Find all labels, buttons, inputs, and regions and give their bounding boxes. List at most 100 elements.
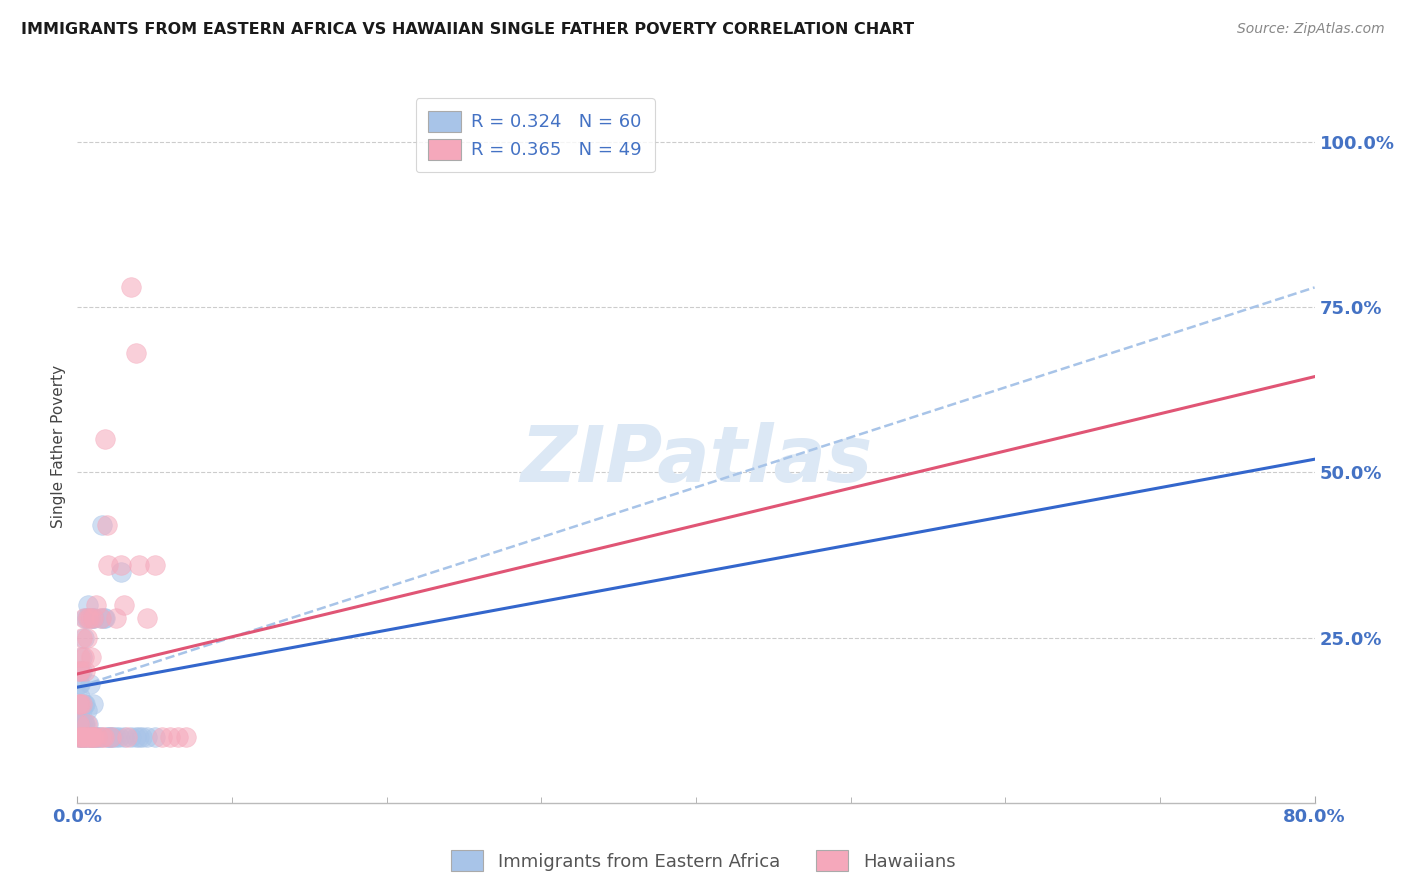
- Point: [67, 716, 90, 731]
- Point: [70, 631, 93, 645]
- Point: [110, 565, 132, 579]
- Point: [93, 730, 115, 744]
- Point: [97, 558, 120, 572]
- Point: [125, 730, 148, 744]
- Point: [128, 730, 150, 744]
- Text: IMMIGRANTS FROM EASTERN AFRICA VS HAWAIIAN SINGLE FATHER POVERTY CORRELATION CHA: IMMIGRANTS FROM EASTERN AFRICA VS HAWAII…: [21, 22, 914, 37]
- Y-axis label: Single Father Poverty: Single Father Poverty: [51, 365, 66, 527]
- Point: [128, 558, 150, 572]
- Point: [121, 280, 143, 294]
- Point: [75, 716, 96, 731]
- Point: [79, 677, 101, 691]
- Point: [82, 611, 104, 625]
- Point: [86, 730, 108, 744]
- Point: [105, 611, 127, 625]
- Point: [105, 730, 127, 744]
- Point: [70, 716, 93, 731]
- Point: [80, 730, 103, 744]
- Point: [136, 730, 159, 744]
- Text: Source: ZipAtlas.com: Source: ZipAtlas.com: [1237, 22, 1385, 37]
- Point: [75, 730, 96, 744]
- Point: [75, 664, 96, 678]
- Point: [77, 598, 100, 612]
- Point: [75, 611, 96, 625]
- Point: [94, 611, 117, 625]
- Point: [82, 730, 104, 744]
- Point: [82, 730, 104, 744]
- Point: [76, 611, 98, 625]
- Point: [110, 558, 132, 572]
- Point: [72, 650, 94, 665]
- Point: [69, 730, 91, 744]
- Legend: R = 0.324   N = 60, R = 0.365   N = 49: R = 0.324 N = 60, R = 0.365 N = 49: [416, 98, 655, 172]
- Point: [67, 697, 90, 711]
- Point: [84, 730, 107, 744]
- Point: [143, 558, 166, 572]
- Point: [76, 716, 98, 731]
- Point: [70, 730, 93, 744]
- Point: [79, 611, 101, 625]
- Point: [97, 730, 120, 744]
- Point: [112, 598, 135, 612]
- Point: [159, 730, 181, 744]
- Point: [87, 730, 110, 744]
- Point: [96, 518, 118, 533]
- Point: [174, 730, 197, 744]
- Point: [70, 664, 93, 678]
- Point: [69, 716, 91, 731]
- Point: [70, 730, 93, 744]
- Point: [70, 650, 93, 665]
- Point: [69, 690, 91, 704]
- Point: [121, 730, 143, 744]
- Point: [84, 598, 107, 612]
- Point: [90, 611, 111, 625]
- Point: [143, 730, 166, 744]
- Point: [76, 703, 98, 717]
- Point: [70, 697, 93, 711]
- Point: [67, 730, 90, 744]
- Point: [72, 631, 94, 645]
- Point: [67, 677, 90, 691]
- Point: [86, 730, 108, 744]
- Point: [115, 730, 138, 744]
- Point: [131, 730, 153, 744]
- Point: [72, 716, 94, 731]
- Point: [69, 730, 91, 744]
- Point: [82, 697, 104, 711]
- Point: [72, 611, 94, 625]
- Point: [136, 611, 159, 625]
- Point: [76, 730, 98, 744]
- Point: [93, 611, 115, 625]
- Point: [79, 730, 101, 744]
- Point: [69, 677, 91, 691]
- Point: [80, 650, 103, 665]
- Point: [83, 730, 105, 744]
- Point: [83, 611, 105, 625]
- Point: [100, 730, 122, 744]
- Point: [101, 730, 124, 744]
- Point: [79, 730, 101, 744]
- Point: [83, 730, 105, 744]
- Point: [67, 664, 90, 678]
- Point: [94, 433, 117, 447]
- Point: [96, 730, 118, 744]
- Legend: Immigrants from Eastern Africa, Hawaiians: Immigrants from Eastern Africa, Hawaiian…: [443, 843, 963, 879]
- Point: [90, 611, 111, 625]
- Point: [77, 730, 100, 744]
- Point: [69, 664, 91, 678]
- Point: [69, 703, 91, 717]
- Point: [82, 611, 104, 625]
- Point: [108, 730, 131, 744]
- Point: [90, 730, 111, 744]
- Point: [77, 716, 100, 731]
- Point: [70, 703, 93, 717]
- Point: [75, 697, 96, 711]
- Point: [72, 730, 94, 744]
- Point: [72, 697, 94, 711]
- Point: [67, 716, 90, 731]
- Point: [91, 518, 114, 533]
- Point: [152, 730, 174, 744]
- Point: [67, 697, 90, 711]
- Point: [67, 730, 90, 744]
- Point: [76, 631, 98, 645]
